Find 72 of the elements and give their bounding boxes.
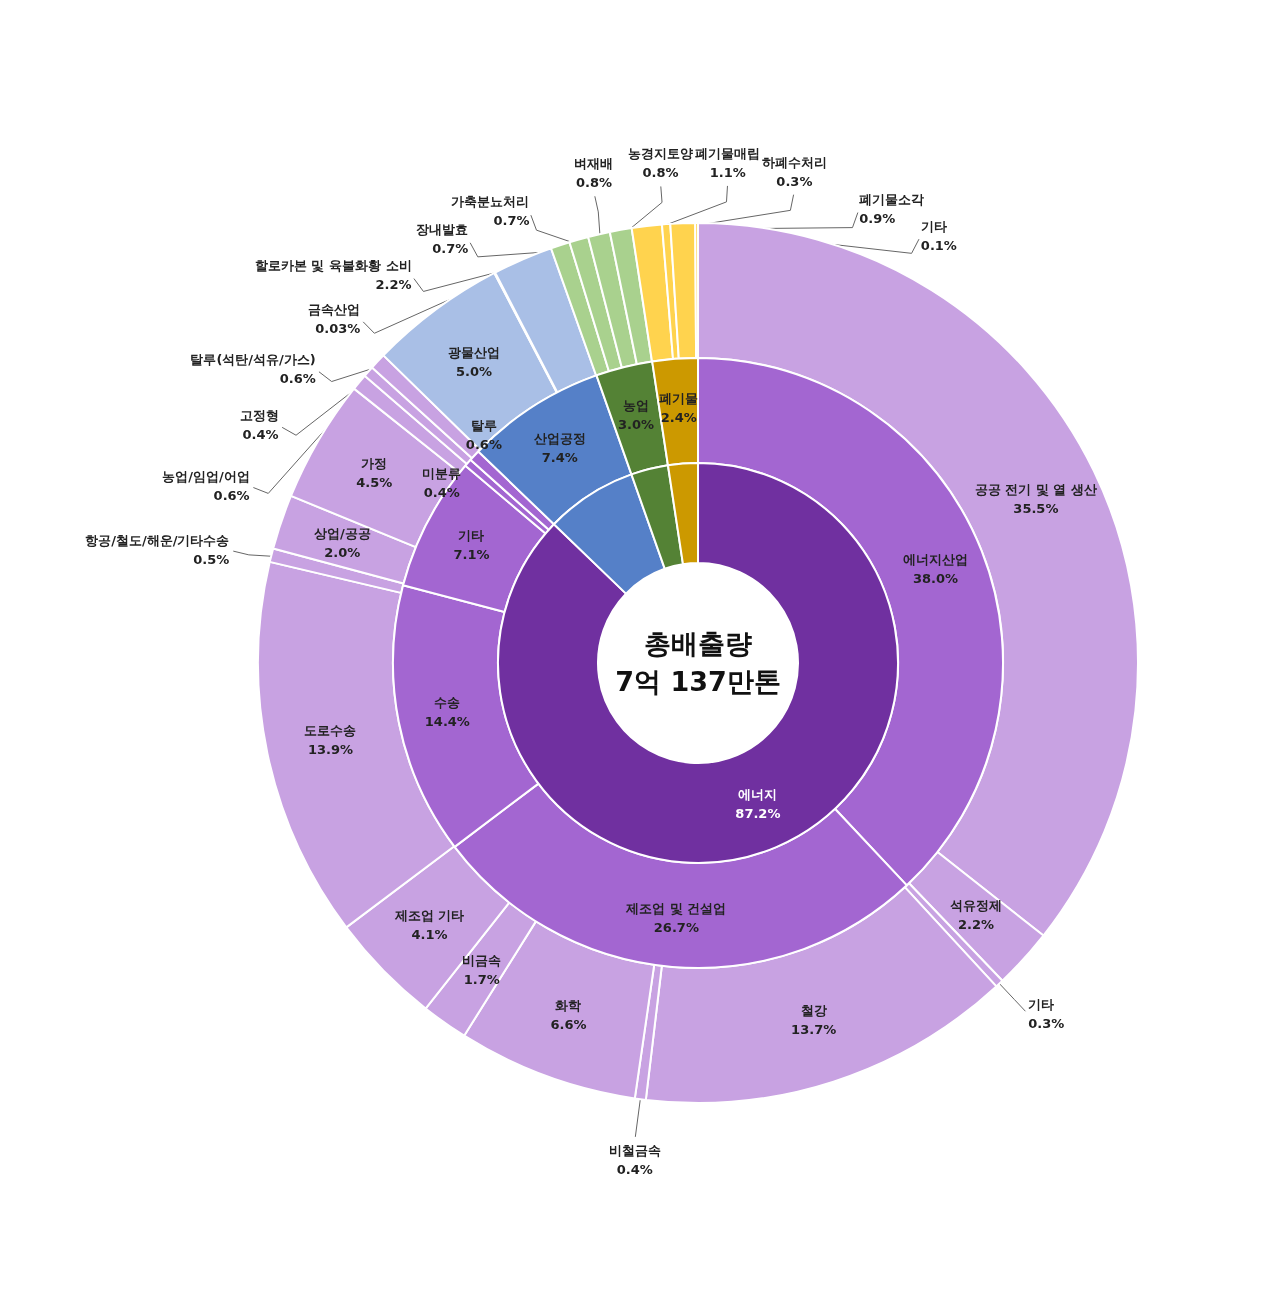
data-label: 87.2% (735, 805, 781, 821)
slice-label: 할로카본 및 육불화황 소비 (254, 258, 412, 274)
data-label: 13.9% (307, 741, 354, 757)
data-label: 0.7% (432, 241, 469, 257)
data-label: 2.0% (324, 544, 361, 560)
slice-label: 제조업 및 건설업 (625, 900, 727, 916)
data-label: 0.4% (423, 485, 460, 501)
data-label: 0.8% (642, 165, 679, 181)
slice-label: 가축분뇨처리 (451, 194, 530, 210)
data-label: 5.0% (456, 363, 493, 379)
data-label: 0.6% (279, 371, 316, 387)
data-label: 0.6% (213, 488, 250, 504)
data-label: 0.4% (616, 1161, 653, 1177)
data-label: 13.7% (791, 1022, 837, 1038)
slice-label: 제조업 기타 (393, 908, 465, 924)
slice-label: 벼재배 (574, 156, 614, 172)
slice-label: 고정형 (239, 408, 279, 424)
slice-label: 항공/철도/해운/기타수송 (85, 533, 230, 549)
data-label: 0.3% (776, 173, 813, 189)
slice-label: 공공 전기 및 열 생산 (974, 482, 1097, 498)
slice-label: 기타 (1028, 997, 1055, 1013)
text: 총배출량 (644, 627, 752, 659)
data-label: 3.0% (617, 417, 655, 433)
data-label: 2.2% (957, 917, 994, 933)
data-label: 4.1% (411, 927, 448, 943)
slice-label: 철강 (800, 1003, 827, 1019)
slice-label: 농업/임업/어업 (162, 469, 250, 485)
text: 7억 137만톤 (615, 665, 781, 697)
data-label: 35.5% (1013, 501, 1059, 517)
slice-label: 탈루(석탄/석유/가스) (190, 352, 316, 368)
slice-label: 탈루 (470, 417, 497, 433)
slice-label: 석유정제 (949, 898, 1002, 914)
slice-label: 폐기물소각 (859, 191, 925, 207)
slice-label: 금속산업 (308, 302, 361, 317)
data-label: 2.2% (375, 277, 412, 293)
data-label: 1.1% (709, 164, 746, 180)
slice-label: 산업공정 (533, 431, 586, 447)
slice-label: 하폐수처리 (761, 154, 827, 170)
slice-label: 농경지토양 (627, 146, 693, 162)
slice-label: 에너지산업 (903, 551, 969, 567)
data-label: 0.03% (315, 321, 361, 336)
slice-label: 기타 (920, 218, 947, 234)
data-label: 0.4% (242, 427, 279, 443)
slice-label: 도로수송 (304, 722, 357, 738)
slice-label: 장내발효 (416, 222, 469, 238)
data-label: 4.5% (356, 474, 393, 490)
data-label: 0.7% (493, 213, 530, 229)
data-label: 7.4% (541, 450, 578, 466)
slice-label: 농업 (623, 398, 650, 414)
data-label: 1.7% (463, 971, 500, 987)
slice-label: 비금속 (462, 952, 502, 968)
slice-label: 광물산업 (448, 344, 501, 360)
slice-label: 상업/공공 (313, 525, 371, 541)
slice-label: 기타 (458, 527, 485, 543)
slice-label: 수송 (434, 695, 461, 711)
data-label: 6.6% (550, 1017, 587, 1033)
data-label: 26.7% (653, 919, 699, 935)
data-label: 38.0% (913, 570, 959, 586)
slice-label: 폐기물매립 (695, 145, 761, 161)
slice-label: 화학 (555, 998, 582, 1014)
slice-label: 에너지 (738, 786, 778, 802)
data-label: 0.3% (1028, 1016, 1065, 1032)
slice-label: 미분류 (422, 466, 462, 482)
data-label: 0.9% (859, 210, 896, 226)
data-label: 0.5% (193, 552, 230, 568)
data-label: 14.4% (424, 714, 470, 730)
slice-label: 가정 (361, 455, 388, 471)
data-label: 0.1% (920, 237, 957, 253)
data-label: 7.1% (453, 546, 490, 562)
slice-label: 비철금속 (608, 1142, 661, 1158)
data-label: 0.8% (575, 175, 612, 191)
data-label: 0.6% (465, 436, 502, 452)
